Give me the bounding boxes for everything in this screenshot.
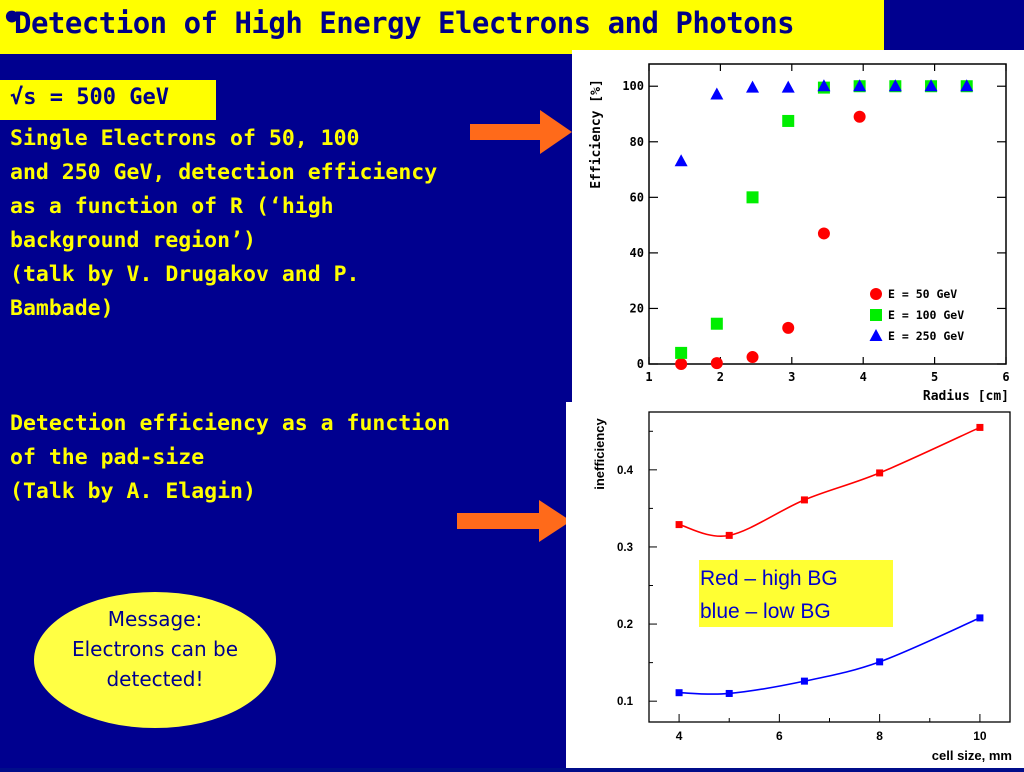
y-tick-label: 20 [630,301,644,315]
message-line: detected! [106,667,204,691]
data-point [888,79,902,92]
y-tick-label: 0.1 [617,696,634,708]
data-point [876,658,884,666]
data-point [960,79,974,92]
x-tick-label: 4 [860,370,867,384]
paragraph-electrons-line: Single Electrons of 50, 100 [10,126,360,151]
x-tick-label: 1 [645,370,652,384]
x-tick-label: 3 [788,370,795,384]
y-tick-label: 60 [630,190,644,204]
energy-label-box [0,80,216,120]
x-axis-label: cell size, mm [932,748,1012,763]
legend-label: E = 50 GeV [888,287,957,301]
legend-marker [870,288,882,300]
y-tick-label: 40 [630,246,644,260]
efficiency-vs-radius-chart: 1 2 3 4 5 6 0 20 40 60 80 100 Radius [cm] Efficiency … [572,50,1024,404]
legend-label: E = 100 GeV [888,308,964,322]
x-tick-label: 10 [973,729,987,743]
x-tick-label: 4 [676,729,683,743]
y-tick-label: 100 [622,79,644,93]
data-point [781,80,795,93]
x-tick-label: 2 [717,370,724,384]
message-line: Message: [107,607,203,631]
data-point [746,80,760,93]
paragraph-pad-size-line: (Talk by A. Elagin) [10,479,256,504]
data-point [800,496,808,504]
y-tick-label: 0.3 [617,542,633,554]
arrow-right-icon [457,500,571,542]
title-banner [0,0,884,54]
legend-label: E = 250 GeV [888,329,964,343]
y-axis-label: Efficiency [%] [589,79,604,189]
data-point [853,79,867,92]
data-point [817,227,830,240]
paragraph-electrons-line: (talk by V. Drugakov and P. [10,262,360,287]
data-point [976,423,984,431]
data-point [817,79,831,92]
data-point [710,357,723,370]
x-tick-label: 6 [776,729,783,743]
series-line [679,617,981,695]
paragraph-electrons-line: and 250 GeV, detection efficiency [10,160,438,185]
data-point [924,79,938,92]
data-point [976,614,984,622]
data-point [782,321,795,334]
paragraph-electrons: Single Electrons of 50, 100 and 250 GeV,… [10,122,437,326]
plot-frame [648,63,1007,365]
message-bubble [34,592,276,728]
arrow-right-icon [470,110,572,154]
paragraph-pad-size-line: of the pad-size [10,445,205,470]
legend-text-blue: blue – low BG [700,600,831,623]
y-tick-label: 80 [630,135,644,149]
data-point [725,531,733,539]
paragraph-electrons-line: background region’) [10,228,256,253]
y-tick-label: 0 [637,357,644,371]
slide-title: Detection of High Energy Electrons and P… [14,6,795,40]
x-axis-label: Radius [cm] [923,389,1009,402]
paragraph-pad-size-line: Detection efficiency as a function [10,411,451,436]
data-point [675,689,683,697]
data-point [782,114,795,127]
data-point [675,358,688,370]
paragraph-pad-size: Detection efficiency as a function of th… [10,407,450,509]
y-tick-label: 0.2 [617,619,633,631]
data-point [675,346,688,359]
series-line [678,426,981,537]
data-point [675,521,683,529]
y-axis-label: inefficiency [592,417,607,489]
inefficiency-vs-cell-size-chart: 4 6 8 10 0.1 0.2 0.3 0.4 cell size, mm inefficien… [566,402,1024,768]
x-tick-label: 5 [931,370,938,384]
data-point [746,191,759,204]
energy-label: √s = 500 GeV [10,85,169,110]
title-bullet: • [1,0,23,38]
message-text: Message: Electrons can be detected! [34,604,276,694]
data-point [853,110,866,123]
legend-text-red: Red – high BG [700,567,838,590]
paragraph-electrons-line: as a function of R (‘high [10,194,334,219]
data-point [710,317,723,330]
legend-box [699,560,893,627]
x-tick-label: 6 [1002,370,1009,384]
data-point [746,351,759,364]
message-line: Electrons can be [71,637,239,661]
paragraph-electrons-line: Bambade) [10,296,114,321]
data-point [800,677,808,685]
inefficiency-chart-svg: 4 6 8 10 0.1 0.2 0.3 0.4 cell size, mm inefficien… [592,411,1012,763]
data-point [710,87,724,100]
data-point [876,469,884,477]
y-tick-label: 0.4 [617,465,634,477]
legend-marker [869,329,883,341]
legend-marker [870,309,882,321]
data-point [725,689,733,697]
data-point [674,154,688,167]
x-tick-label: 8 [876,729,883,743]
